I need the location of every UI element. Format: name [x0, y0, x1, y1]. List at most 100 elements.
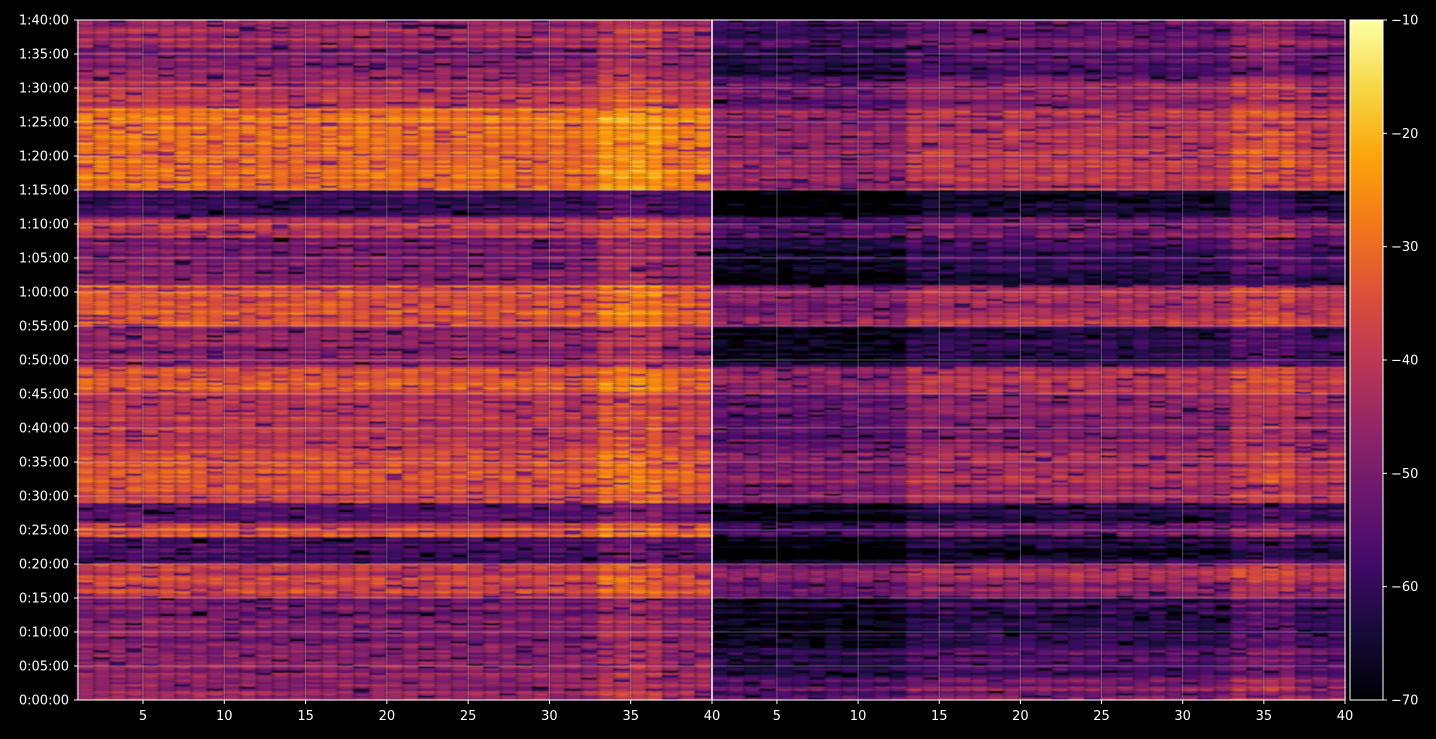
heatmap-cell — [92, 674, 113, 678]
heatmap-cell — [108, 672, 129, 676]
heatmap-cell — [449, 679, 471, 683]
heatmap-cell — [141, 665, 162, 669]
heatmap-cell — [401, 663, 422, 667]
heatmap-cell — [693, 695, 715, 698]
heatmap-cell — [417, 690, 438, 694]
heatmap-cell — [206, 663, 227, 667]
heatmap-cell — [482, 690, 503, 694]
heatmap-cell — [612, 695, 633, 698]
heatmap-cell — [466, 677, 487, 680]
heatmap-cell — [612, 663, 633, 667]
heatmap-cell — [173, 670, 194, 674]
heatmap-cell — [157, 672, 178, 676]
heatmap-cell — [628, 695, 649, 698]
heatmap-cell — [206, 695, 227, 698]
heatmap-cell — [238, 668, 259, 671]
heatmap-cell — [515, 686, 536, 689]
heatmap-cell — [661, 677, 682, 680]
heatmap-cell — [108, 661, 129, 664]
heatmap-cell — [141, 695, 162, 698]
heatmap-cell — [449, 681, 471, 685]
heatmap-panel-left — [76, 19, 715, 701]
heatmap-cell — [287, 686, 308, 689]
heatmap-cell — [271, 679, 292, 683]
heatmap-cell — [677, 663, 698, 667]
heatmap-cell — [531, 672, 552, 676]
heatmap-cell — [596, 686, 617, 689]
heatmap-cell — [157, 683, 178, 687]
heatmap-cell — [108, 663, 129, 667]
heatmap-cell — [482, 668, 503, 671]
heatmap-cell — [206, 688, 227, 692]
heatmap-cell — [449, 677, 471, 680]
heatmap-cell — [384, 690, 406, 694]
heatmap-cell — [580, 686, 601, 689]
heatmap-cell — [319, 668, 341, 671]
heatmap-cell — [336, 681, 357, 685]
heatmap-cell — [76, 679, 97, 683]
heatmap-cell — [271, 686, 292, 689]
heatmap-cell — [157, 686, 178, 689]
heatmap-cell — [222, 677, 243, 680]
heatmap-cell — [271, 668, 292, 671]
heatmap-cell — [384, 695, 406, 698]
heatmap-cell — [401, 674, 422, 678]
heatmap-cell — [92, 688, 113, 692]
heatmap-cell — [303, 688, 324, 692]
heatmap-cell — [531, 668, 552, 671]
heatmap-cell — [384, 677, 406, 680]
heatmap-cell — [108, 695, 129, 698]
heatmap-cell — [352, 690, 373, 694]
heatmap-cell — [92, 661, 113, 664]
heatmap-cell — [319, 674, 341, 678]
heatmap-cell — [482, 665, 503, 669]
heatmap-cell — [254, 663, 275, 667]
heatmap-cell — [287, 681, 308, 685]
heatmap-cell — [173, 679, 194, 683]
heatmap-cell — [319, 672, 341, 676]
heatmap-cell — [596, 670, 617, 674]
heatmap-cell — [563, 670, 584, 674]
heatmap-cell — [124, 668, 145, 671]
heatmap-cell — [141, 663, 162, 667]
heatmap-cell — [368, 665, 389, 669]
heatmap-cell — [433, 683, 454, 687]
heatmap-cell — [449, 683, 471, 687]
heatmap-cell — [319, 695, 341, 698]
heatmap-cell — [222, 683, 243, 687]
heatmap-cell — [515, 677, 536, 680]
heatmap-cell — [368, 670, 389, 674]
heatmap-cell — [466, 679, 487, 683]
heatmap-cell — [401, 677, 422, 680]
heatmap-cell — [449, 686, 471, 689]
heatmap-cell — [124, 692, 145, 696]
heatmap-cell — [449, 663, 471, 667]
heatmap-cell — [303, 663, 324, 667]
heatmap-cell — [580, 665, 601, 669]
heatmap-cell — [206, 681, 227, 685]
heatmap-cell — [466, 663, 487, 667]
heatmap-cell — [401, 665, 422, 669]
heatmap-cell — [433, 661, 454, 664]
heatmap-cell — [141, 688, 162, 692]
heatmap-cell — [238, 674, 259, 678]
heatmap-cell — [628, 681, 649, 685]
heatmap-cell — [482, 692, 503, 696]
heatmap-cell — [515, 690, 536, 694]
heatmap-cell — [271, 690, 292, 694]
heatmap-cell — [287, 663, 308, 667]
heatmap-cell — [157, 688, 178, 692]
heatmap-cell — [449, 661, 471, 664]
heatmap-cell — [645, 692, 666, 696]
heatmap-cell — [563, 668, 584, 671]
heatmap-cell — [254, 695, 275, 698]
heatmap-cell — [401, 670, 422, 674]
heatmap-cell — [612, 690, 633, 694]
heatmap-cell — [580, 668, 601, 671]
heatmap-cell — [76, 688, 97, 692]
heatmap-cell — [612, 677, 633, 680]
heatmap-cell — [417, 681, 438, 685]
heatmap-cell — [482, 688, 503, 692]
heatmap-cell — [531, 679, 552, 683]
heatmap-cell — [498, 661, 519, 664]
